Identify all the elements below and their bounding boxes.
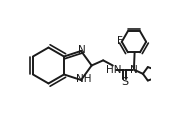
- Text: HN: HN: [106, 65, 121, 75]
- Text: N: N: [79, 45, 86, 55]
- Text: S: S: [121, 77, 128, 87]
- Text: NH: NH: [76, 74, 92, 84]
- Text: N: N: [130, 65, 138, 75]
- Text: F: F: [117, 36, 122, 46]
